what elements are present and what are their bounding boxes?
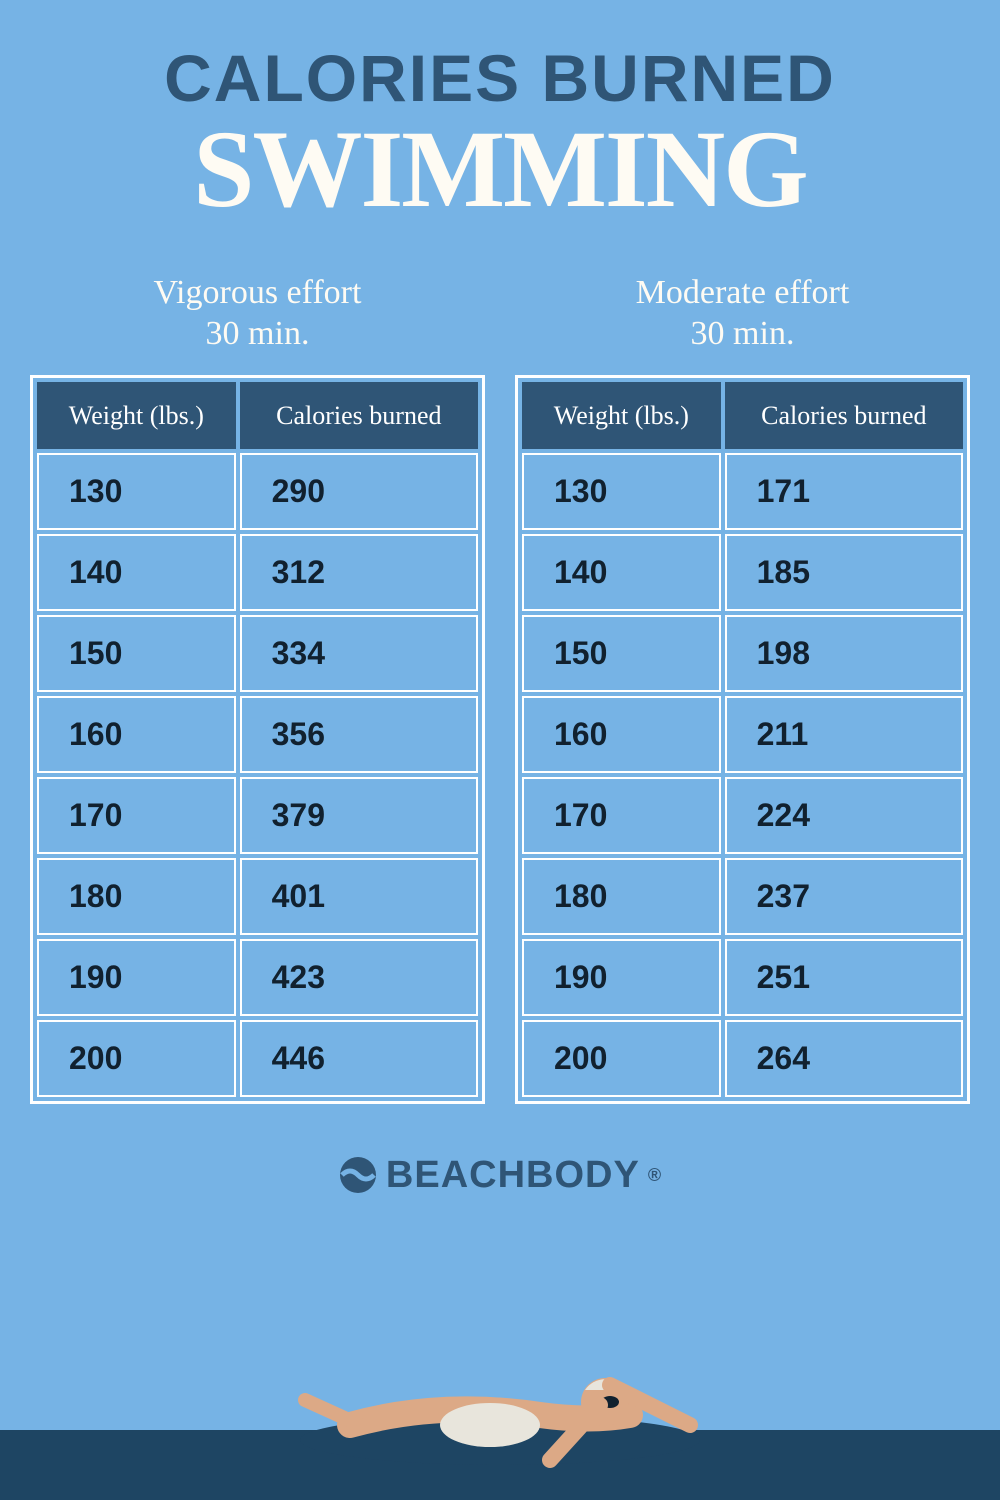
table-row: 140312	[37, 534, 478, 611]
calories-cell: 171	[725, 453, 963, 530]
weight-cell: 170	[522, 777, 721, 854]
calories-cell: 334	[240, 615, 478, 692]
calories-cell: 446	[240, 1020, 478, 1097]
table-row: 190423	[37, 939, 478, 1016]
calories-cell: 379	[240, 777, 478, 854]
weight-cell: 180	[522, 858, 721, 935]
weight-cell: 140	[37, 534, 236, 611]
table-row: 150334	[37, 615, 478, 692]
logo-icon	[338, 1155, 378, 1195]
weight-cell: 140	[522, 534, 721, 611]
title-line2: SWIMMING	[0, 106, 1000, 233]
title-line1: CALORIES BURNED	[0, 40, 1000, 116]
swimmer-illustration	[290, 1330, 710, 1480]
vigorous-tbody: 1302901403121503341603561703791804011904…	[37, 453, 478, 1097]
calories-cell: 312	[240, 534, 478, 611]
table-row: 150198	[522, 615, 963, 692]
vigorous-label-line1: Vigorous effort	[154, 274, 362, 311]
col-weight-header: Weight (lbs.)	[522, 382, 721, 449]
moderate-tbody: 1301711401851501981602111702241802371902…	[522, 453, 963, 1097]
moderate-label-line2: 30 min.	[691, 315, 795, 352]
calories-cell: 224	[725, 777, 963, 854]
table-row: 200264	[522, 1020, 963, 1097]
calories-cell: 401	[240, 858, 478, 935]
weight-cell: 190	[37, 939, 236, 1016]
weight-cell: 150	[37, 615, 236, 692]
calories-cell: 290	[240, 453, 478, 530]
table-row: 170224	[522, 777, 963, 854]
logo-registered: ®	[648, 1165, 662, 1186]
calories-cell: 423	[240, 939, 478, 1016]
vigorous-label: Vigorous effort 30 min.	[30, 273, 485, 355]
col-calories-header: Calories burned	[725, 382, 963, 449]
weight-cell: 180	[37, 858, 236, 935]
moderate-block: Moderate effort 30 min. Weight (lbs.) Ca…	[515, 273, 970, 1104]
logo-text: BEACHBODY	[386, 1154, 640, 1197]
col-calories-header: Calories burned	[240, 382, 478, 449]
calories-cell: 198	[725, 615, 963, 692]
calories-cell: 251	[725, 939, 963, 1016]
table-row: 160211	[522, 696, 963, 773]
weight-cell: 160	[37, 696, 236, 773]
table-row: 130171	[522, 453, 963, 530]
weight-cell: 190	[522, 939, 721, 1016]
weight-cell: 150	[522, 615, 721, 692]
weight-cell: 200	[37, 1020, 236, 1097]
table-row: 140185	[522, 534, 963, 611]
vigorous-block: Vigorous effort 30 min. Weight (lbs.) Ca…	[30, 273, 485, 1104]
vigorous-table: Weight (lbs.) Calories burned 1302901403…	[30, 375, 485, 1104]
table-row: 180237	[522, 858, 963, 935]
moderate-table: Weight (lbs.) Calories burned 1301711401…	[515, 375, 970, 1104]
logo: BEACHBODY ®	[0, 1154, 1000, 1197]
calories-cell: 264	[725, 1020, 963, 1097]
vigorous-label-line2: 30 min.	[206, 315, 310, 352]
calories-cell: 356	[240, 696, 478, 773]
weight-cell: 200	[522, 1020, 721, 1097]
calories-cell: 185	[725, 534, 963, 611]
table-row: 170379	[37, 777, 478, 854]
tables-container: Vigorous effort 30 min. Weight (lbs.) Ca…	[0, 233, 1000, 1104]
table-row: 200446	[37, 1020, 478, 1097]
weight-cell: 130	[37, 453, 236, 530]
table-row: 190251	[522, 939, 963, 1016]
table-row: 160356	[37, 696, 478, 773]
table-row: 180401	[37, 858, 478, 935]
table-row: 130290	[37, 453, 478, 530]
moderate-label: Moderate effort 30 min.	[515, 273, 970, 355]
weight-cell: 130	[522, 453, 721, 530]
calories-cell: 211	[725, 696, 963, 773]
col-weight-header: Weight (lbs.)	[37, 382, 236, 449]
weight-cell: 170	[37, 777, 236, 854]
moderate-label-line1: Moderate effort	[636, 274, 850, 311]
calories-cell: 237	[725, 858, 963, 935]
weight-cell: 160	[522, 696, 721, 773]
header: CALORIES BURNED SWIMMING	[0, 0, 1000, 233]
